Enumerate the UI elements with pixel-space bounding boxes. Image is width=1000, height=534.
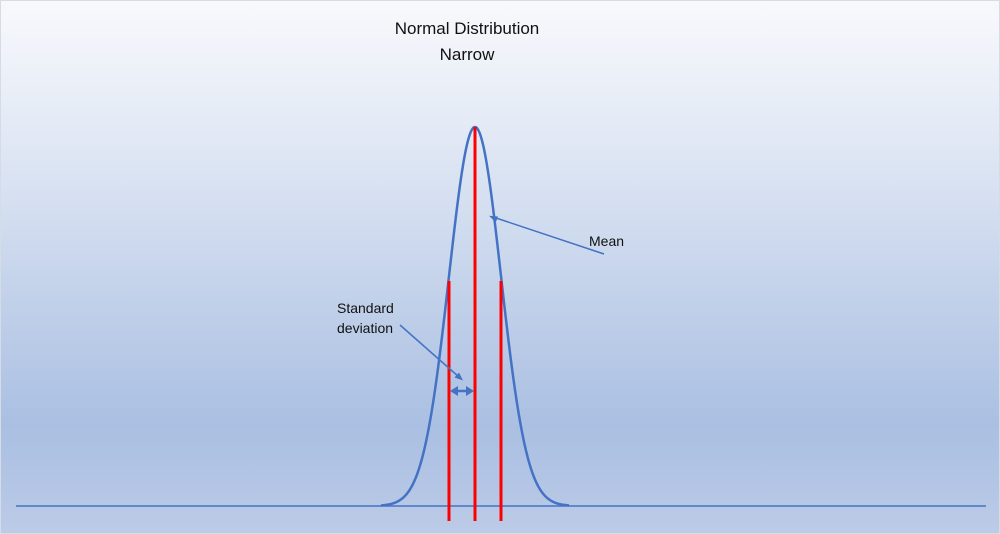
std-dev-label-line2: deviation bbox=[337, 320, 394, 336]
std-dev-width-arrow bbox=[450, 386, 474, 396]
diagram-subtitle: Narrow bbox=[439, 45, 495, 64]
mean-pointer bbox=[489, 215, 605, 255]
std-dev-pointer bbox=[399, 324, 463, 381]
mean-label: Mean bbox=[589, 233, 625, 249]
std-dev-label-line1: Standard bbox=[337, 300, 394, 316]
diagram-title: Normal Distribution bbox=[394, 19, 540, 38]
